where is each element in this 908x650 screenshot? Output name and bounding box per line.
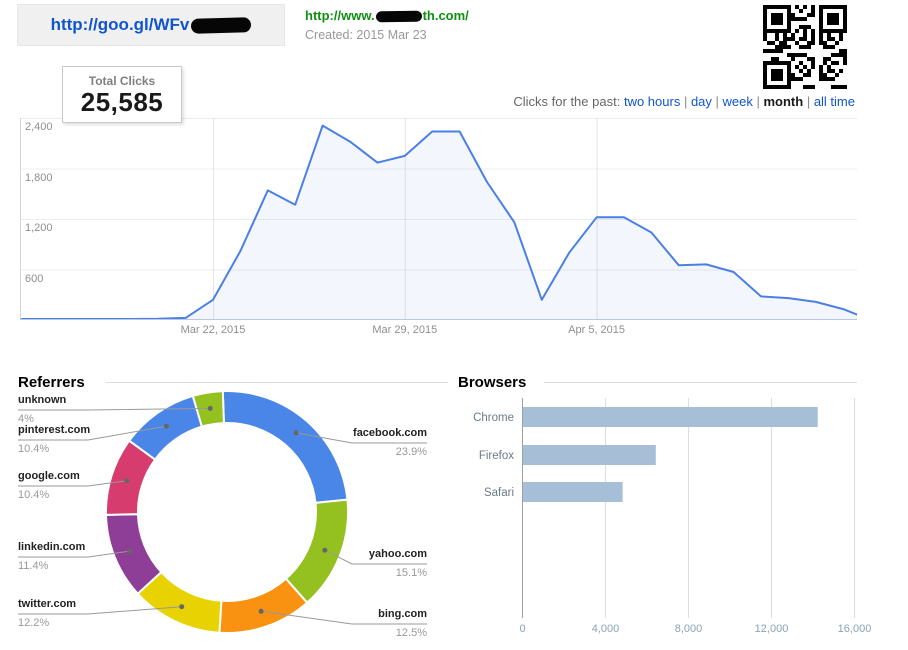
slice-callout-dot [127, 548, 133, 554]
total-clicks-value: 25,585 [80, 87, 164, 117]
long-url-prefix: http://www. [305, 8, 375, 23]
slice-callout-dot [179, 604, 185, 610]
range-separator: | [803, 94, 814, 109]
area-fill [21, 125, 857, 320]
browsers-title-rule [544, 382, 857, 383]
slice-callout-line [324, 549, 427, 565]
slice-callout-dot [164, 423, 169, 429]
referrer-label-unknown: unknown [18, 394, 67, 406]
referrer-percent: 12.5% [395, 627, 427, 639]
referrer-percent: 10.4% [18, 443, 50, 455]
y-axis-tick-label: 1,800 [25, 171, 53, 184]
referrer-label-bing-com: bing.com [378, 608, 427, 620]
slice-callout-line [18, 480, 127, 487]
range-option-month: month [763, 94, 804, 109]
range-option-day[interactable]: day [690, 94, 712, 109]
bar-category-label: Safari [484, 487, 514, 499]
short-url-text: http://goo.gl/WFv [50, 15, 190, 34]
slice-callout-dot [124, 478, 130, 484]
browsers-section-title: Browsers [458, 374, 527, 391]
y-axis-tick-label: 600 [25, 272, 44, 285]
bar-axis-tick-label: 0 [519, 623, 525, 635]
referrer-label-twitter-com: twitter.com [18, 598, 77, 610]
slice-callout-line [261, 610, 427, 625]
clicks-line [21, 124, 857, 320]
slice-callout-line [18, 550, 130, 558]
range-selector-label: Clicks for the past: [513, 94, 621, 109]
referrer-label-yahoo-com: yahoo.com [368, 548, 427, 560]
slice-callout-dot [207, 405, 213, 411]
referrer-percent: 12.2% [18, 617, 50, 629]
referrer-label-pinterest-com: pinterest.com [18, 424, 91, 436]
redaction-scribble [375, 10, 422, 23]
referrers-section-title: Referrers [18, 374, 85, 391]
bar-firefox [523, 445, 656, 465]
referrer-label-google-com: google.com [18, 470, 80, 482]
referrer-percent: 4% [18, 413, 34, 425]
range-option-week[interactable]: week [722, 94, 753, 109]
qr-code [763, 5, 847, 89]
bar-chrome [523, 407, 818, 427]
bar-category-label: Chrome [473, 412, 514, 424]
referrers-title-rule [106, 382, 448, 383]
slice-callout-dot [322, 547, 328, 553]
bar-axis-tick-label: 4,000 [592, 623, 620, 635]
bar-axis-tick-label: 16,000 [838, 623, 872, 635]
y-axis-tick-label: 1,200 [25, 222, 53, 234]
referrer-label-facebook-com: facebook.com [353, 427, 427, 439]
total-clicks-card: Total Clicks 25,585 [62, 66, 182, 123]
clicks-timeline-chart [20, 118, 857, 320]
referrer-percent: 23.9% [395, 446, 427, 458]
range-separator: | [752, 94, 764, 109]
range-separator: | [680, 94, 691, 109]
bar-category-label: Firefox [479, 450, 514, 462]
referrer-percent: 11.4% [18, 560, 49, 572]
created-date: Created: 2015 Mar 23 [305, 28, 427, 42]
referrer-percent: 15.1% [395, 567, 427, 579]
referrer-percent: 10.4% [18, 489, 50, 501]
referrer-label-linkedin-com: linkedin.com [18, 541, 86, 553]
long-url-suffix: th.com/ [422, 8, 469, 23]
range-option-two-hours[interactable]: two hours [623, 94, 681, 109]
slice-callout-line [18, 407, 211, 411]
slice-callout-line [18, 606, 182, 615]
bar-safari [523, 482, 623, 502]
short-url-box[interactable]: http://goo.gl/WFv [17, 4, 285, 46]
slice-callout-line [295, 432, 427, 444]
donut-slice-bing-com [218, 577, 309, 635]
referrers-donut-chart [18, 390, 427, 635]
slice-callout-dot [258, 608, 264, 614]
slice-callout-line [18, 425, 167, 441]
browsers-bar-chart: 0 4,000 8,000 12,000 16,000 Chrome Firefox Safa… [473, 398, 872, 635]
x-axis-tick-label: Apr 5, 2015 [568, 324, 626, 336]
redaction-scribble [191, 16, 252, 34]
slice-callout-dot [293, 430, 299, 436]
x-axis-tick-label: Mar 22, 2015 [180, 324, 246, 336]
total-clicks-label: Total Clicks [88, 74, 156, 88]
range-separator: | [711, 94, 723, 109]
y-axis-tick-label: 2,400 [25, 121, 53, 133]
range-selector: Clicks for the past: two hours | day | w… [0, 94, 855, 109]
range-option-all-time[interactable]: all time [813, 94, 855, 109]
bar-axis-tick-label: 12,000 [755, 623, 789, 635]
x-axis-tick-label: Mar 29, 2015 [372, 324, 438, 336]
long-url-link[interactable]: http://www. th.com/ [305, 8, 469, 23]
bar-axis-tick-label: 8,000 [675, 623, 703, 635]
